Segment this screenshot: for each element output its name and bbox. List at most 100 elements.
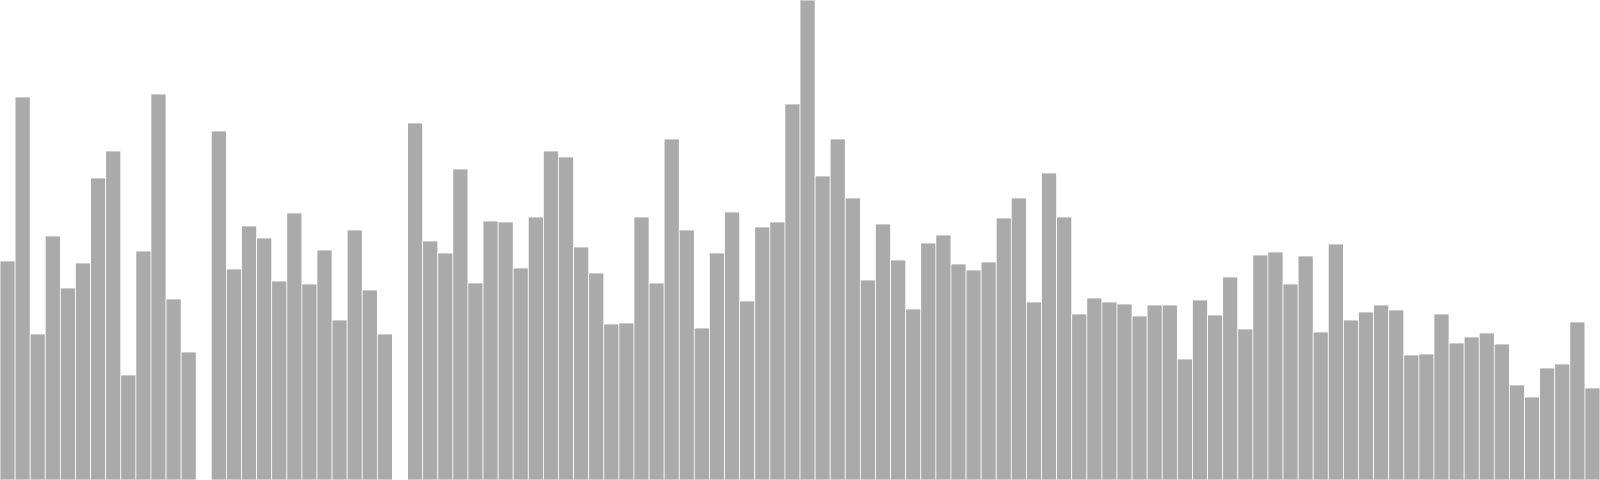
bar	[1222, 276, 1239, 480]
bar	[1312, 331, 1329, 480]
bar	[1192, 299, 1208, 480]
bar	[724, 211, 741, 480]
bar	[739, 300, 756, 480]
bar	[603, 323, 620, 480]
bar	[1418, 353, 1435, 480]
bar	[1146, 304, 1163, 480]
bar	[1056, 216, 1073, 480]
bar	[135, 250, 152, 480]
bar	[905, 308, 922, 480]
bar	[875, 223, 891, 480]
bar	[180, 351, 197, 480]
bar	[316, 249, 333, 480]
bar	[376, 333, 393, 480]
bar	[1524, 396, 1541, 480]
bar	[1554, 363, 1571, 480]
bar	[844, 197, 861, 480]
bar	[59, 287, 76, 480]
bar	[1297, 255, 1314, 480]
bar	[995, 217, 1012, 480]
bar	[226, 268, 242, 480]
bar	[527, 216, 544, 480]
bar	[784, 103, 801, 480]
bar	[814, 175, 831, 480]
bar	[29, 333, 46, 480]
bar	[1388, 309, 1405, 480]
bar	[1041, 172, 1058, 480]
bar	[829, 138, 846, 480]
bar	[573, 246, 590, 480]
bar	[407, 122, 424, 480]
bar	[920, 242, 937, 480]
bar	[256, 237, 273, 480]
bar	[1327, 243, 1344, 480]
bar	[210, 130, 227, 480]
bar	[482, 220, 499, 480]
bar	[1161, 304, 1178, 480]
bar	[1463, 336, 1480, 480]
bar	[543, 150, 559, 480]
bar	[890, 259, 907, 480]
bar	[663, 138, 680, 480]
bar	[1493, 343, 1510, 480]
bar	[75, 262, 91, 480]
bar	[1116, 303, 1133, 480]
bar	[1010, 197, 1027, 480]
bar	[1207, 314, 1224, 480]
bar	[14, 96, 31, 480]
bar	[1101, 301, 1118, 480]
bar	[452, 168, 469, 480]
bar	[1131, 315, 1148, 480]
bar	[678, 229, 695, 480]
bar	[346, 229, 363, 480]
bar	[331, 319, 348, 480]
bar	[512, 267, 529, 480]
bar	[935, 234, 952, 480]
bar	[558, 156, 574, 480]
bar	[1569, 321, 1586, 480]
bar	[497, 221, 514, 480]
bar	[1358, 311, 1374, 480]
bar	[1252, 254, 1269, 480]
bar	[0, 260, 16, 480]
bar	[1176, 358, 1193, 480]
bar	[1433, 313, 1450, 480]
bar	[859, 279, 876, 480]
bar	[467, 282, 484, 480]
bar	[241, 225, 257, 480]
bar	[150, 93, 167, 480]
bar	[1237, 328, 1254, 480]
bar	[437, 252, 454, 480]
bar	[301, 283, 318, 480]
bar	[1478, 332, 1495, 480]
bar	[286, 212, 303, 480]
bar	[1282, 283, 1299, 480]
bar	[1026, 301, 1042, 480]
bar	[1448, 342, 1465, 480]
bar	[271, 280, 288, 480]
bar	[618, 322, 635, 480]
bar	[980, 261, 997, 480]
bar	[361, 289, 378, 480]
bar	[1584, 387, 1600, 480]
bar	[105, 150, 122, 480]
bar	[1343, 319, 1359, 480]
bar	[44, 235, 61, 480]
bar	[422, 240, 439, 480]
bar	[1373, 304, 1390, 480]
bar	[1539, 367, 1556, 480]
bar	[754, 226, 771, 480]
bar	[165, 298, 182, 480]
bar	[1267, 251, 1284, 480]
bar	[1071, 313, 1088, 480]
bar	[1509, 384, 1525, 480]
bar	[90, 177, 107, 480]
bar	[799, 0, 816, 480]
bar	[588, 272, 605, 480]
bar	[693, 327, 710, 480]
bar	[120, 374, 137, 480]
bar	[633, 216, 650, 480]
